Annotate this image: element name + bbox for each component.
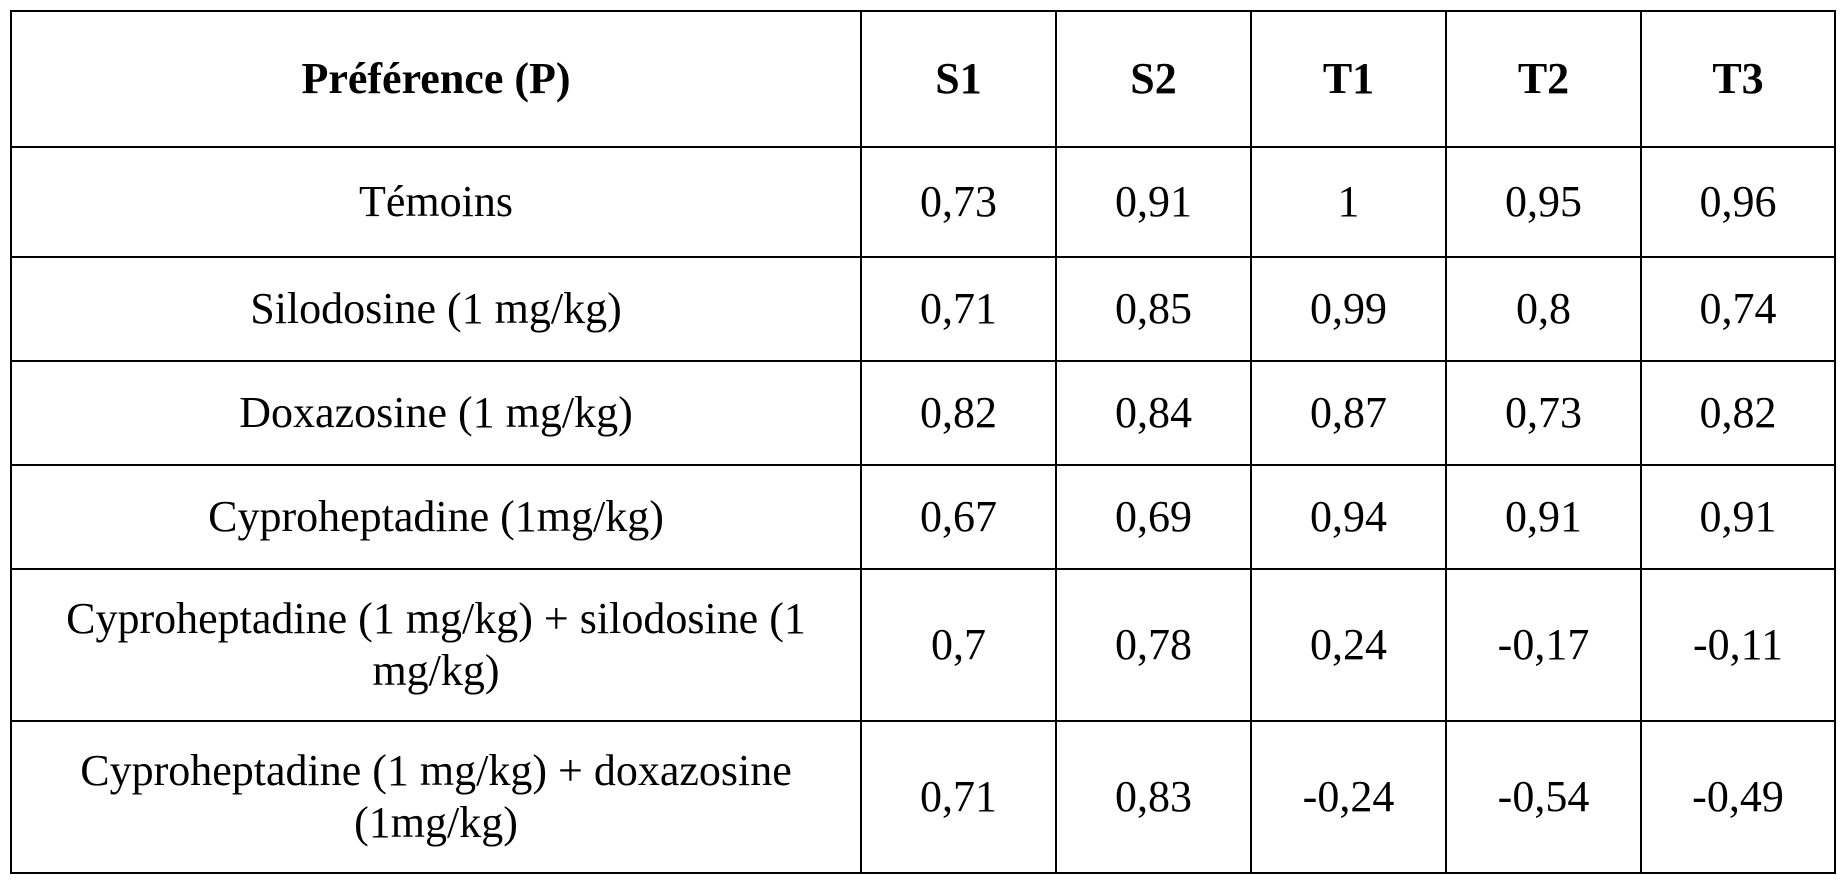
cell-t3: -0,49	[1640, 720, 1836, 874]
cell-t2: 0,8	[1445, 256, 1642, 362]
cell-t1: -0,24	[1250, 720, 1447, 874]
cell-s1: 0,82	[860, 360, 1057, 466]
table-row: Cyproheptadine (1 mg/kg) + silodosine (1…	[10, 568, 1836, 722]
cell-s1: 0,71	[860, 720, 1057, 874]
cell-t3: 0,82	[1640, 360, 1836, 466]
header-s1: S1	[860, 10, 1057, 148]
cell-s2: 0,91	[1055, 146, 1252, 258]
table-row: Cyproheptadine (1mg/kg) 0,67 0,69 0,94 0…	[10, 464, 1836, 570]
cell-t3: 0,74	[1640, 256, 1836, 362]
header-t1: T1	[1250, 10, 1447, 148]
header-preference: Préférence (P)	[10, 10, 862, 148]
cell-t1: 1	[1250, 146, 1447, 258]
row-label: Silodosine (1 mg/kg)	[10, 256, 862, 362]
cell-s2: 0,85	[1055, 256, 1252, 362]
row-label: Doxazosine (1 mg/kg)	[10, 360, 862, 466]
cell-t3: 0,96	[1640, 146, 1836, 258]
table-row: Témoins 0,73 0,91 1 0,95 0,96	[10, 146, 1836, 258]
header-t3: T3	[1640, 10, 1836, 148]
cell-s2: 0,84	[1055, 360, 1252, 466]
header-s2: S2	[1055, 10, 1252, 148]
row-label: Témoins	[10, 146, 862, 258]
cell-s1: 0,71	[860, 256, 1057, 362]
row-label: Cyproheptadine (1 mg/kg) + silodosine (1…	[10, 568, 862, 722]
cell-t3: -0,11	[1640, 568, 1836, 722]
cell-t2: 0,95	[1445, 146, 1642, 258]
table-row: Cyproheptadine (1 mg/kg) + doxazosine (1…	[10, 720, 1836, 874]
cell-s2: 0,83	[1055, 720, 1252, 874]
header-row: Préférence (P) S1 S2 T1 T2 T3	[10, 10, 1836, 148]
cell-t2: -0,54	[1445, 720, 1642, 874]
cell-t1: 0,24	[1250, 568, 1447, 722]
cell-s2: 0,69	[1055, 464, 1252, 570]
row-label: Cyproheptadine (1mg/kg)	[10, 464, 862, 570]
row-label: Cyproheptadine (1 mg/kg) + doxazosine (1…	[10, 720, 862, 874]
header-t2: T2	[1445, 10, 1642, 148]
cell-s1: 0,73	[860, 146, 1057, 258]
table-row: Silodosine (1 mg/kg) 0,71 0,85 0,99 0,8 …	[10, 256, 1836, 362]
cell-s2: 0,78	[1055, 568, 1252, 722]
cell-t2: 0,73	[1445, 360, 1642, 466]
preference-table: Préférence (P) S1 S2 T1 T2 T3 Témoins 0,…	[10, 10, 1836, 874]
cell-t1: 0,99	[1250, 256, 1447, 362]
cell-t2: -0,17	[1445, 568, 1642, 722]
cell-t3: 0,91	[1640, 464, 1836, 570]
cell-s1: 0,7	[860, 568, 1057, 722]
cell-t1: 0,87	[1250, 360, 1447, 466]
cell-t1: 0,94	[1250, 464, 1447, 570]
table-row: Doxazosine (1 mg/kg) 0,82 0,84 0,87 0,73…	[10, 360, 1836, 466]
cell-t2: 0,91	[1445, 464, 1642, 570]
cell-s1: 0,67	[860, 464, 1057, 570]
